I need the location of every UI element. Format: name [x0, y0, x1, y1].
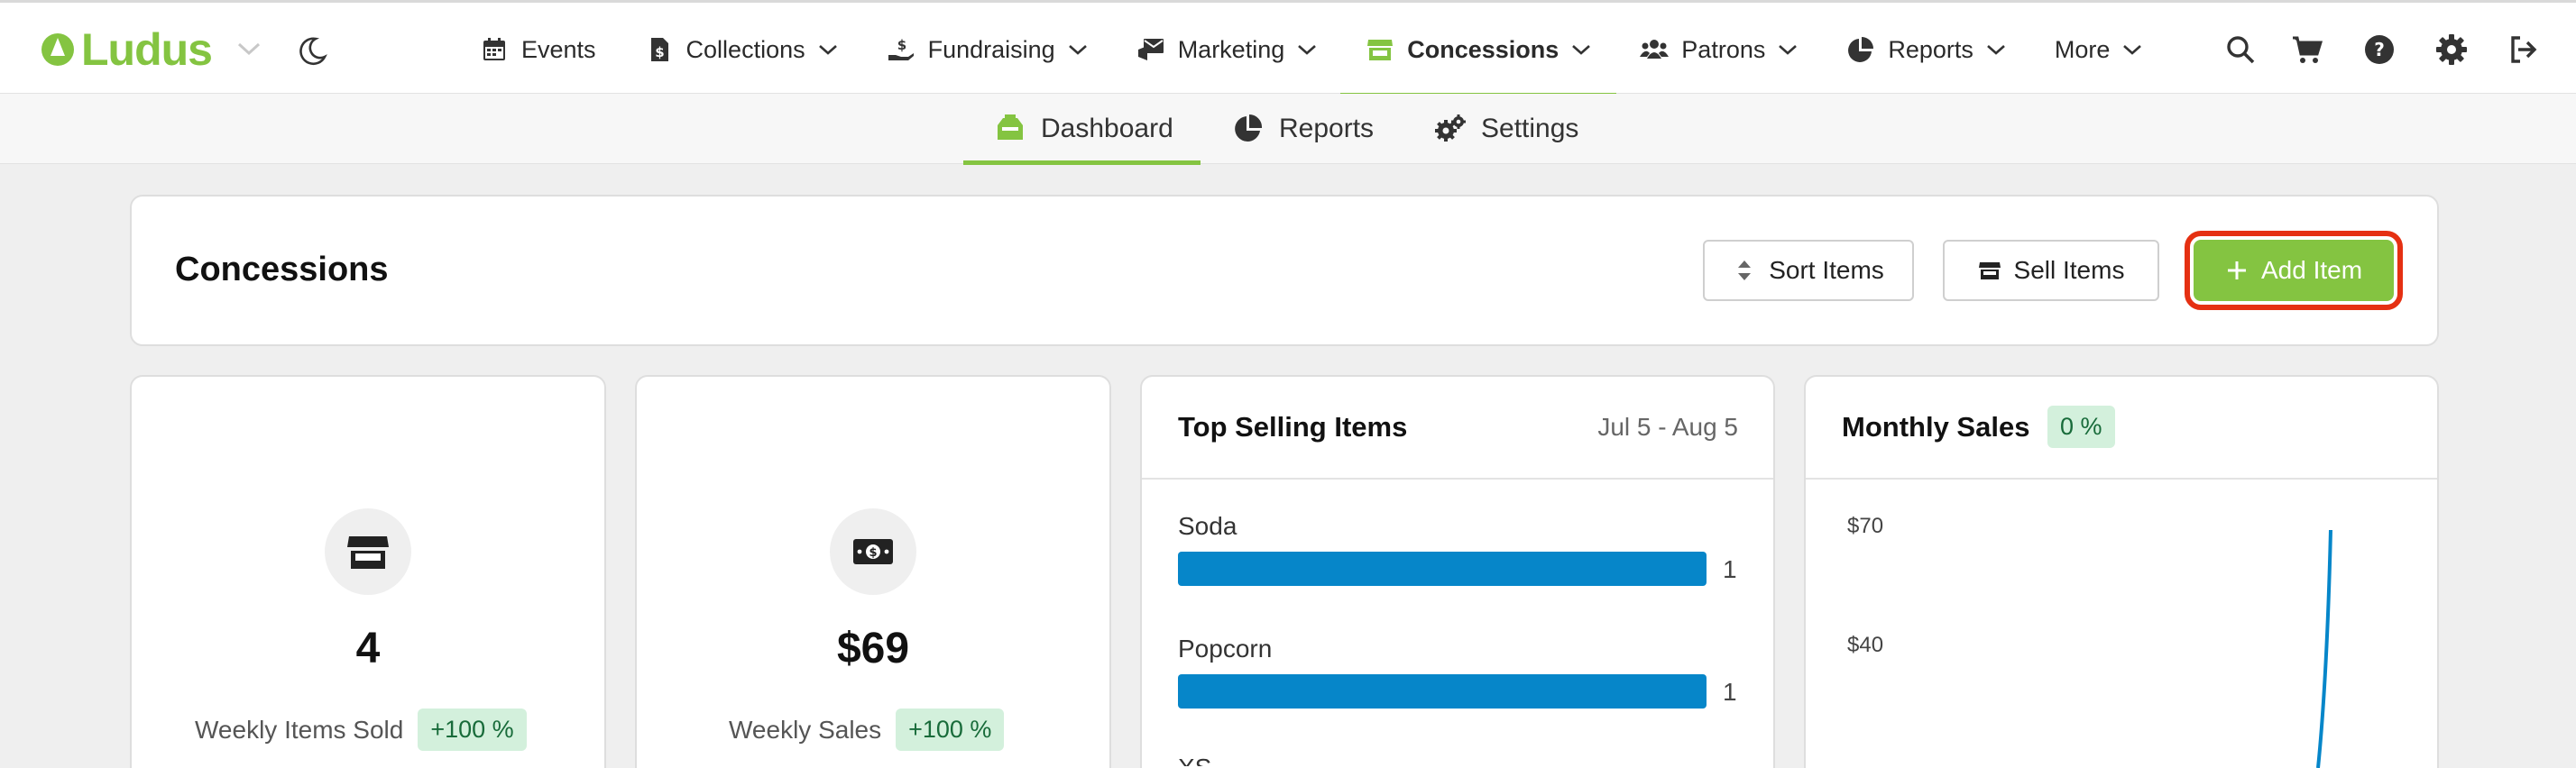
stat-change-badge: +100 % — [896, 709, 1005, 751]
chevron-down-icon — [1987, 45, 2005, 55]
main-nav: Events $ Collections $ Fundraising — [476, 3, 2147, 97]
nav-label: Marketing — [1177, 35, 1285, 63]
top-item-name-partial: XS — [1178, 755, 1211, 766]
weekly-sales-label: Weekly Sales +100 % — [729, 709, 1005, 751]
top-item-name: Popcorn — [1178, 635, 1273, 663]
nav-item-patrons[interactable]: Patrons — [1636, 3, 1801, 96]
nav-label: Events — [521, 35, 596, 63]
button-label: Sort Items — [1769, 256, 1884, 284]
stat-icon-badge — [325, 508, 411, 595]
stat-change-badge: +100 % — [418, 709, 527, 751]
nav-item-concessions[interactable]: Concessions — [1340, 3, 1617, 97]
chevron-down-icon — [1779, 45, 1798, 55]
panel-divider — [1806, 478, 2437, 480]
gears-icon — [1435, 114, 1466, 142]
store-icon — [347, 536, 389, 569]
sort-items-button[interactable]: Sort Items — [1703, 240, 1914, 301]
plus-icon — [2227, 261, 2246, 279]
y-axis-tick-label: $40 — [1847, 633, 1884, 657]
chevron-down-icon — [1298, 45, 1317, 55]
nav-item-fundraising[interactable]: $ Fundraising — [883, 3, 1091, 96]
nav-item-collections[interactable]: $ Collections — [641, 3, 842, 96]
nav-item-more[interactable]: More — [2051, 3, 2147, 96]
hand-dollar-icon: $ — [888, 37, 914, 60]
weekly-items-sold-value: 4 — [355, 625, 381, 672]
moon-icon[interactable] — [296, 35, 328, 68]
file-dollar-icon: $ — [650, 38, 668, 61]
button-label: Add Item — [2260, 256, 2363, 284]
top-item-name: XS — [1178, 755, 1211, 766]
top-item-name: Soda — [1178, 512, 1237, 540]
monthly-sales-card — [1804, 375, 2439, 768]
store-icon — [1367, 40, 1394, 60]
top-item-bar — [1178, 552, 1707, 586]
nav-item-events[interactable]: Events — [476, 3, 600, 96]
weekly-sales-value: $69 — [836, 625, 910, 672]
gear-icon[interactable] — [2435, 33, 2468, 66]
sort-icon — [1738, 261, 1752, 280]
sub-nav: Dashboard Reports Settings — [0, 94, 2576, 165]
mail-bullhorn-icon — [1137, 39, 1164, 60]
svg-text:$: $ — [897, 37, 906, 53]
brand-name: Ludus — [81, 24, 213, 75]
chevron-down-icon — [1572, 45, 1591, 55]
stat-label-text: Weekly Items Sold — [195, 715, 404, 744]
stat-label-text: Weekly Sales — [729, 715, 882, 744]
nav-label: Patrons — [1681, 35, 1766, 63]
top-item-count: 1 — [1723, 678, 1737, 706]
top-selling-title: Top Selling Items — [1178, 411, 1408, 443]
tab-reports[interactable]: Reports — [1232, 94, 1374, 164]
page-title: Concessions — [175, 251, 389, 288]
chevron-down-icon — [2123, 45, 2142, 55]
sell-items-button[interactable]: Sell Items — [1943, 240, 2159, 301]
brand-chevron-down-icon[interactable] — [236, 41, 262, 57]
pie-chart-icon — [1848, 37, 1874, 62]
top-selling-date-range: Jul 5 - Aug 5 — [1597, 413, 1738, 441]
help-icon[interactable]: ? — [2363, 33, 2396, 66]
button-label: Sell Items — [2013, 256, 2125, 284]
store-icon — [1978, 262, 2001, 279]
chevron-down-icon — [1068, 45, 1087, 55]
top-navbar: Ludus Events $ Collections — [0, 0, 2576, 97]
svg-text:$: $ — [655, 44, 664, 60]
nav-label: Concessions — [1407, 35, 1559, 63]
nav-label: Reports — [1888, 35, 1973, 63]
pie-chart-icon — [1235, 114, 1263, 142]
y-axis-tick-label: $70 — [1847, 514, 1884, 538]
stat-icon-badge: $ — [830, 508, 916, 595]
weekly-items-sold-label: Weekly Items Sold +100 % — [195, 709, 527, 751]
cart-icon[interactable] — [2291, 33, 2323, 66]
calendar-icon — [483, 38, 505, 60]
tab-dashboard[interactable]: Dashboard — [963, 94, 1201, 165]
tab-label: Settings — [1481, 114, 1579, 143]
tab-label: Dashboard — [1041, 114, 1173, 143]
monthly-sales-change-badge: 0 % — [2047, 406, 2115, 448]
ludus-logo-icon — [41, 33, 74, 66]
top-item-count: 1 — [1723, 555, 1737, 583]
svg-text:$: $ — [869, 546, 877, 560]
tab-settings[interactable]: Settings — [1434, 94, 1578, 164]
search-icon[interactable] — [2224, 33, 2257, 66]
users-icon — [1640, 40, 1670, 59]
nav-label: More — [2054, 35, 2111, 63]
brand-logo[interactable]: Ludus — [40, 23, 213, 77]
monthly-sales-chart — [2316, 529, 2332, 768]
panel-divider — [1142, 478, 1773, 480]
nav-item-marketing[interactable]: Marketing — [1133, 3, 1321, 96]
sales-series-line — [2316, 529, 2332, 768]
nav-label: Collections — [685, 35, 805, 63]
money-bill-icon: $ — [853, 539, 893, 564]
tab-label: Reports — [1279, 114, 1375, 143]
top-item-bar — [1178, 674, 1707, 709]
svg-text:?: ? — [2374, 39, 2385, 60]
cash-register-icon — [998, 114, 1023, 140]
logout-icon[interactable] — [2507, 33, 2540, 66]
nav-item-reports[interactable]: Reports — [1843, 3, 2010, 96]
add-item-button[interactable]: Add Item — [2185, 231, 2403, 310]
nav-label: Fundraising — [927, 35, 1055, 63]
monthly-sales-title: Monthly Sales — [1842, 411, 2030, 443]
chevron-down-icon — [818, 45, 837, 55]
